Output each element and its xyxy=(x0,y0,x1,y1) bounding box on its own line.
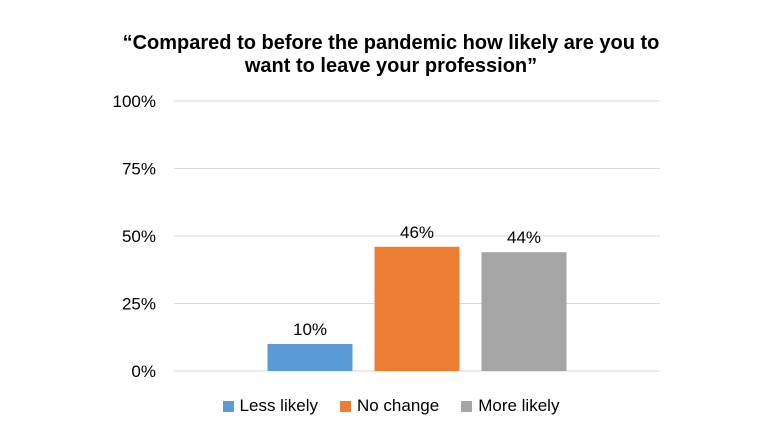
data-label: 44% xyxy=(507,228,541,247)
y-tick-label: 75% xyxy=(122,160,156,179)
legend-label: More likely xyxy=(478,396,560,415)
y-tick-label: 50% xyxy=(122,227,156,246)
y-tick-label: 100% xyxy=(113,92,156,111)
legend-label: No change xyxy=(356,396,440,415)
bar-less-likely xyxy=(267,344,353,371)
y-tick-label: 25% xyxy=(122,295,156,314)
chart-title-line-2: want to leave your profession” xyxy=(244,55,538,77)
bar-more-likely xyxy=(481,252,567,371)
legend-swatch xyxy=(339,400,351,412)
data-label: 46% xyxy=(400,223,434,242)
bar-no-change xyxy=(374,246,460,371)
legend-item: No change xyxy=(339,396,440,416)
data-label: 10% xyxy=(293,320,327,339)
legend-item: More likely xyxy=(461,396,559,416)
legend-swatch xyxy=(461,400,473,412)
chart-title: “Compared to before the pandemic how lik… xyxy=(0,32,782,78)
chart-legend: Less likely No change More likely xyxy=(0,396,782,416)
legend-item: Less likely xyxy=(222,396,318,416)
legend-swatch xyxy=(222,400,234,412)
chart-title-line-1: “Compared to before the pandemic how lik… xyxy=(122,32,660,54)
legend-label: Less likely xyxy=(239,396,318,415)
y-tick-label: 0% xyxy=(131,362,156,381)
